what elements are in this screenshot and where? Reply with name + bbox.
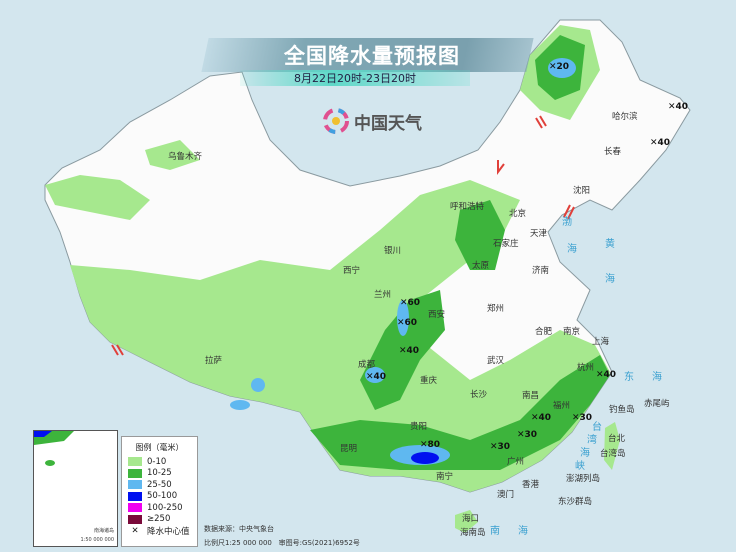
city-label: 贵阳 (410, 422, 428, 432)
legend-item: 25-50 (128, 479, 191, 491)
precip-center-value: ✕40 (650, 138, 671, 148)
city-label: 兰州 (374, 290, 392, 300)
city-label: 郑州 (487, 304, 505, 314)
city-label: 呼和浩特 (450, 202, 485, 212)
city-label: 哈尔滨 (612, 112, 638, 122)
china-weather-logo-icon (323, 108, 349, 134)
city-label: 福州 (553, 401, 571, 411)
legend: 图例（毫米） 0-10 10-25 25-50 50-100 100-250 ≥… (121, 436, 198, 547)
city-label: 海口 (462, 514, 480, 524)
sea-label: 渤 (562, 217, 572, 228)
sea-label: 南 (490, 526, 500, 537)
sea-label: 海 (580, 448, 590, 459)
city-label: 济南 (532, 266, 550, 276)
legend-swatch (128, 457, 142, 467)
island-label: 海南岛 (460, 528, 486, 538)
forecast-period: 8月22日20时-23日20时 (294, 72, 416, 85)
sea-label: 海 (652, 372, 662, 383)
sea-label: 峡 (575, 461, 585, 472)
legend-swatch (128, 514, 142, 524)
legend-item: 100-250 (128, 502, 191, 514)
taiwan-island (604, 422, 620, 470)
city-label: 合肥 (535, 327, 553, 337)
legend-item: 50-100 (128, 491, 191, 503)
precip-center-value: ✕40 (531, 413, 552, 423)
scale-approval: 比例尺1:25 000 000 审图号:GS(2021)6952号 (204, 539, 360, 547)
city-label: 北京 (509, 209, 527, 219)
island-label: 赤尾屿 (644, 399, 670, 409)
island-label: 东沙群岛 (558, 497, 593, 507)
inset-title: 南海诸岛 (93, 528, 114, 534)
precip-center-icon: ✕ (131, 525, 139, 536)
legend-item: 10-25 (128, 468, 191, 480)
precip-center-value: ✕30 (572, 413, 593, 423)
precip-center-value: ✕40 (399, 346, 420, 356)
island-label: 台湾岛 (600, 449, 626, 459)
city-label: 石家庄 (493, 239, 519, 249)
city-label: 武汉 (487, 356, 505, 366)
legend-title: 图例（毫米） (135, 443, 184, 452)
precip-center-value: ✕40 (668, 102, 689, 112)
island-label: 钓鱼岛 (609, 405, 635, 415)
city-label: 台北 (608, 434, 626, 444)
logo: 中国天气 (323, 108, 422, 134)
logo-text: 中国天气 (354, 113, 422, 134)
sea-ice-markers (111, 115, 575, 356)
legend-swatch (128, 480, 142, 490)
legend-swatch (128, 468, 142, 478)
legend-swatch (128, 503, 142, 513)
city-label: 南宁 (436, 472, 454, 482)
city-label: 西宁 (343, 266, 361, 276)
rain-zone-50-100 (411, 452, 439, 464)
hainan-island (455, 510, 478, 533)
city-label: 上海 (592, 337, 610, 347)
city-label: 广州 (507, 457, 525, 467)
sea-label: 台 (592, 422, 602, 433)
sea-label: 东 (624, 372, 634, 383)
sea-label: 黄 (605, 239, 615, 250)
sea-label: 海 (518, 526, 528, 537)
precip-center-value: ✕30 (490, 442, 511, 452)
legend-swatch (128, 491, 142, 501)
precip-center-value: ✕60 (400, 298, 421, 308)
city-label: 拉萨 (205, 356, 223, 366)
inset-map (34, 431, 74, 466)
precip-center-value: ✕40 (366, 372, 387, 382)
city-label: 重庆 (420, 376, 438, 386)
island-label: 澎湖列岛 (566, 474, 601, 484)
rain-zone-25-50 (230, 58, 576, 465)
legend-item: ≥250 (128, 514, 191, 526)
precip-center-value: ✕30 (517, 430, 538, 440)
city-label: 长春 (604, 147, 622, 157)
sea-label: 海 (567, 244, 577, 255)
page-title: 全国降水量预报图 (284, 44, 460, 68)
city-label: 香港 (522, 480, 540, 490)
city-label: 昆明 (340, 444, 358, 454)
city-label: 成都 (358, 360, 376, 370)
inset-scale: 1:50 000 000 (80, 537, 115, 543)
city-label: 乌鲁木齐 (168, 152, 203, 162)
city-label: 南京 (563, 327, 581, 337)
city-label: 杭州 (577, 363, 595, 373)
precip-center-value: ✕80 (420, 440, 441, 450)
city-label: 长沙 (470, 390, 488, 400)
city-label: 天津 (530, 229, 548, 239)
precip-center-value: ✕40 (596, 370, 617, 380)
precip-center-value: ✕20 (549, 62, 570, 72)
sea-label: 湾 (587, 435, 597, 446)
legend-item: ✕ 降水中心值 (128, 525, 191, 537)
city-label: 银川 (384, 246, 402, 256)
city-label: 太原 (472, 261, 490, 271)
data-source: 数据来源：中央气象台 (204, 525, 274, 533)
south-china-sea-inset: 南海诸岛 1:50 000 000 (33, 430, 118, 547)
sea-label: 海 (605, 274, 615, 285)
legend-item: 0-10 (128, 456, 191, 468)
city-label: 西安 (428, 310, 446, 320)
city-label: 沈阳 (573, 186, 591, 196)
subtitle-banner (240, 70, 470, 86)
city-label: 澳门 (497, 490, 515, 500)
city-label: 南昌 (522, 391, 540, 401)
precip-center-value: ✕60 (397, 318, 418, 328)
